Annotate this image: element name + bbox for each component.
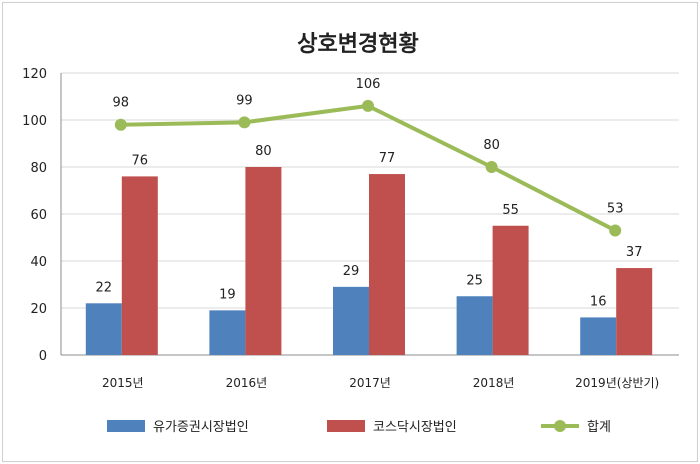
series-line — [120, 103, 617, 233]
bar — [492, 225, 529, 355]
y-tick-label: 120 — [22, 67, 47, 82]
bar — [245, 167, 282, 355]
x-tick-label: 2015년 — [102, 376, 144, 390]
legend-label: 코스닥시장법인 — [373, 420, 457, 435]
line-label: 106 — [356, 77, 381, 92]
bar — [121, 176, 158, 355]
line-label: 80 — [483, 138, 500, 153]
data-label: 25 — [466, 273, 483, 288]
bars-group: 22 19 29 25 16 76 80 77 55 37 — [85, 144, 653, 355]
bar — [209, 310, 246, 355]
x-tick-label: 2018년 — [473, 376, 515, 390]
y-tick-label: 80 — [30, 161, 47, 176]
legend-swatch — [107, 420, 145, 432]
legend: 유가증권시장법인 코스닥시장법인 합계 — [107, 420, 611, 435]
line-label: 98 — [113, 96, 130, 111]
bar — [456, 296, 493, 355]
y-tick-label: 60 — [30, 208, 47, 223]
line-point — [485, 161, 498, 173]
y-axis: 0 20 40 60 80 100 120 — [22, 67, 62, 364]
y-tick-label: 20 — [30, 302, 47, 317]
data-label: 55 — [502, 203, 519, 218]
legend-label: 유가증권시장법인 — [153, 420, 249, 435]
line-point — [609, 224, 622, 237]
data-label: 22 — [96, 280, 113, 295]
line-group: 98 99 106 80 53 — [113, 77, 624, 237]
legend-label: 합계 — [587, 420, 611, 435]
bar — [333, 286, 369, 355]
x-tick-label: 2017년 — [349, 376, 391, 390]
x-tick-label: 2019년(상반기) — [575, 376, 659, 390]
line-point — [362, 99, 374, 112]
y-tick-label: 0 — [39, 349, 47, 364]
legend-swatch — [327, 420, 365, 432]
x-axis: 2015년 2016년 2017년 2018년 2019년(상반기) — [102, 376, 659, 390]
line-label: 53 — [607, 201, 624, 216]
data-label: 19 — [219, 287, 236, 302]
x-tick-label: 2016년 — [226, 376, 268, 390]
chart-svg: 상호변경현황 0 20 40 60 80 100 120 22 19 29 25 16 76 80 77 5… — [22, 32, 679, 435]
line-label: 99 — [236, 93, 253, 108]
data-label: 16 — [590, 294, 607, 309]
bar — [85, 303, 122, 355]
data-label: 37 — [626, 245, 643, 260]
chart-title: 상호변경현황 — [297, 32, 418, 57]
line-point — [114, 118, 127, 131]
data-label: 29 — [343, 264, 360, 279]
bar — [616, 268, 653, 355]
data-label: 80 — [255, 144, 272, 159]
y-tick-label: 100 — [22, 114, 47, 129]
line-point — [238, 116, 251, 129]
bar — [369, 174, 405, 355]
y-tick-label: 40 — [30, 255, 47, 270]
bar — [580, 317, 617, 355]
legend-marker — [554, 420, 566, 432]
data-label: 76 — [132, 153, 149, 168]
data-label: 77 — [379, 151, 396, 166]
